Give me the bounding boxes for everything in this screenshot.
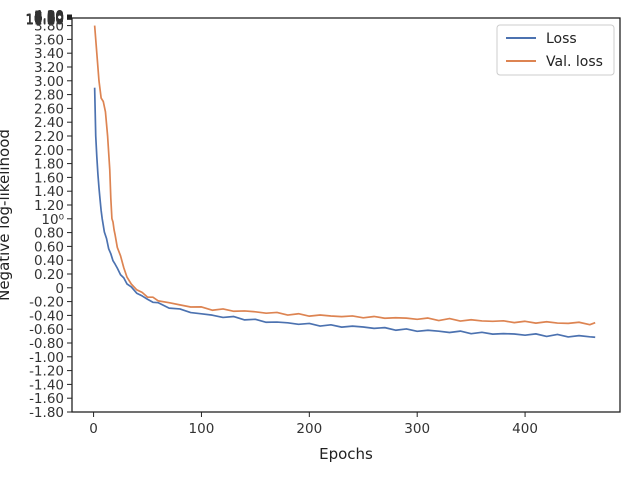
y-tick-label: 2.60 <box>34 101 64 117</box>
y-tick-label: 3.40 <box>34 46 64 62</box>
y-tick-label: 0.60 <box>34 239 64 255</box>
y-tick-label: 7.20 <box>34 10 64 26</box>
y-tick-label: 5.80 <box>34 9 64 25</box>
y-tick-label: 8.80 <box>34 11 64 27</box>
y-tick-label: -0.80 <box>29 336 64 352</box>
y-tick-label: 6.60 <box>34 10 64 26</box>
y-tick-label: -1.80 <box>29 405 64 421</box>
y-tick-label: 9.40 <box>34 11 64 27</box>
x-tick-label: 400 <box>512 421 538 437</box>
y-tick-label: 0.20 <box>34 267 64 283</box>
y-tick-label: -1.60 <box>29 391 64 407</box>
y-tick-label: 3.80 <box>34 19 64 35</box>
series-line-loss <box>93 87 596 339</box>
x-axis-label: Epochs <box>319 445 373 463</box>
y-tick-label: 1.80 <box>34 157 64 173</box>
y-tick-label: 2.00 <box>34 143 64 159</box>
y-tick-label: 1.20 <box>34 198 64 214</box>
y-tick-label: 0.80 <box>34 226 64 242</box>
y-tick-label: 4.20 <box>34 8 64 24</box>
legend-label-loss: Loss <box>546 31 577 47</box>
y-tick-label: 10.40 <box>25 12 64 28</box>
y-tick-label: 10⁰ <box>41 212 64 228</box>
y-tick-label: 6.80 <box>34 10 64 26</box>
y-tick-label: -0.20 <box>29 295 64 311</box>
y-tick-label: 10.60 <box>25 12 64 28</box>
y-tick-label: 7.00 <box>34 10 64 26</box>
y-tick-label: 0 <box>55 281 64 297</box>
y-tick-label: 8.00 <box>34 10 64 26</box>
y-tick-label: 3.20 <box>34 60 64 76</box>
y-tick-label: 2.20 <box>34 129 64 145</box>
y-tick-label: 4.60 <box>34 8 64 24</box>
x-tick-label: 100 <box>189 421 215 437</box>
y-axis-label: Negative log-likelihood <box>0 129 13 301</box>
y-tick-label: 6.40 <box>34 10 64 26</box>
y-tick-label: 5.00 <box>34 9 64 25</box>
y-tick-label: -1.20 <box>29 364 64 380</box>
y-tick-label: 0.40 <box>34 253 64 269</box>
series-lines <box>93 25 596 339</box>
y-tick-label: 6.00 <box>34 9 64 25</box>
y-tick-label: 1.60 <box>34 170 64 186</box>
y-tick-label: 7.60 <box>34 10 64 26</box>
y-tick-label: 9.80 <box>34 12 64 28</box>
y-tick-label: -1.40 <box>29 377 64 393</box>
x-tick-label: 0 <box>89 421 98 437</box>
legend-label-val-loss: Val. loss <box>546 54 603 70</box>
y-tick-label: 9.60 <box>34 11 64 27</box>
y-tick-label: 8.60 <box>34 11 64 27</box>
y-tick-label: 6.20 <box>34 9 64 25</box>
y-tick-label: 5.20 <box>34 9 64 25</box>
y-tick-label: 3.60 <box>34 32 64 48</box>
y-tick-label: 10.80 <box>25 12 64 28</box>
y-tick-label: 2.40 <box>34 115 64 131</box>
y-tick-label: 9.20 <box>34 11 64 27</box>
y-tick-label: 1.40 <box>34 184 64 200</box>
y-tick-label: -0.40 <box>29 308 64 324</box>
x-axis: 0 100 200 300 400 <box>89 412 538 437</box>
series-line-val-loss <box>93 25 596 326</box>
y-tick-label: 5.60 <box>34 9 64 25</box>
y-tick-label: 8.40 <box>34 11 64 27</box>
y-tick-label: 11.00 <box>25 12 64 28</box>
x-tick-label: 200 <box>296 421 322 437</box>
y-tick-label: 7.80 <box>34 10 64 26</box>
y-tick-label: 9.00 <box>34 11 64 27</box>
y-tick-label: 2.80 <box>34 88 64 104</box>
y-tick-label: 4.80 <box>34 9 64 25</box>
x-tick-label: 300 <box>404 421 430 437</box>
y-tick-label: -1.00 <box>29 350 64 366</box>
y-tick-label: 4.00 <box>34 8 64 24</box>
legend: Loss Val. loss <box>496 24 615 76</box>
y-tick-label: 4.40 <box>34 8 64 24</box>
plot-frame <box>71 17 621 413</box>
y-tick-label: 7.40 <box>34 10 64 26</box>
y-tick-label: 10.20 <box>25 12 64 28</box>
y-tick-label: 10.00 <box>25 12 64 28</box>
y-tick-label: 8.20 <box>34 11 64 27</box>
y-axis: -1.80-1.60-1.40-1.20-1.00-0.80-0.60-0.40… <box>25 8 72 421</box>
y-tick-label: 5.40 <box>34 9 64 25</box>
y-tick-label: 3.00 <box>34 74 64 90</box>
y-tick-label: -0.60 <box>29 322 64 338</box>
